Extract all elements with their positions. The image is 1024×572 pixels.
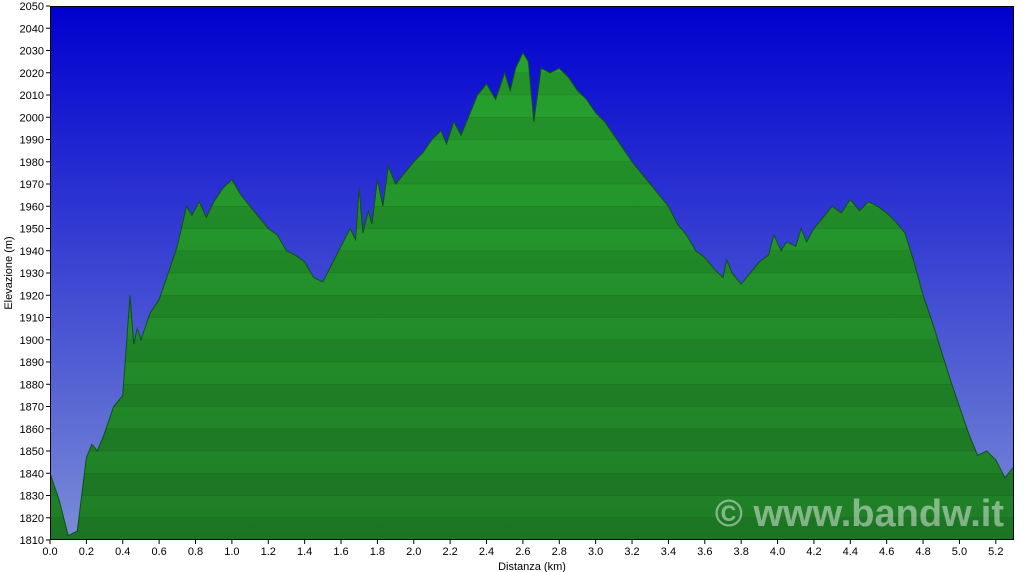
y-tick-label: 1990 (20, 135, 44, 147)
x-tick-label: 3.6 (697, 546, 712, 558)
x-tick-label: 4.0 (770, 546, 785, 558)
y-tick-label: 1870 (20, 402, 44, 414)
x-tick-label: 3.4 (661, 546, 676, 558)
y-tick-label: 1810 (20, 535, 44, 547)
y-tick-label: 1820 (20, 513, 44, 525)
x-tick-label: 2.4 (479, 546, 494, 558)
y-tick-label: 1960 (20, 201, 44, 213)
x-tick-label: 0.8 (188, 546, 203, 558)
x-tick-label: 0.4 (115, 546, 130, 558)
y-tick-label: 1880 (20, 379, 44, 391)
y-tick-label: 2050 (20, 1, 44, 13)
y-tick-label: 1850 (20, 446, 44, 458)
x-tick-label: 3.2 (624, 546, 639, 558)
y-tick-label: 1980 (20, 157, 44, 169)
y-tick-label: 2000 (20, 112, 44, 124)
y-tick-label: 1890 (20, 357, 44, 369)
x-tick-label: 2.8 (552, 546, 567, 558)
y-tick-label: 2040 (20, 23, 44, 35)
y-tick-label: 2030 (20, 46, 44, 58)
x-tick-label: 5.2 (988, 546, 1003, 558)
x-tick-label: 4.4 (843, 546, 858, 558)
x-axis-label: Distanza (km) (498, 561, 566, 572)
x-tick-label: 4.2 (806, 546, 821, 558)
y-tick-label: 2020 (20, 68, 44, 80)
y-tick-label: 1830 (20, 491, 44, 503)
y-tick-label: 1940 (20, 246, 44, 258)
x-tick-label: 3.0 (588, 546, 603, 558)
y-tick-label: 1970 (20, 179, 44, 191)
elevation-chart: 1810 1820 1830 1840 1850 1860 1870 1880 1890 1900… (0, 0, 1024, 572)
x-tick-label: 0.0 (42, 546, 57, 558)
x-tick-label: 2.6 (515, 546, 530, 558)
y-tick-label: 1910 (20, 313, 44, 325)
x-tick-label: 4.6 (879, 546, 894, 558)
x-tick-label: 1.6 (333, 546, 348, 558)
y-tick-label: 2010 (20, 90, 44, 102)
y-tick-label: 1920 (20, 290, 44, 302)
x-tick-label: 2.0 (406, 546, 421, 558)
x-tick-label: 0.2 (79, 546, 94, 558)
watermark: © www.bandw.it (715, 493, 1004, 535)
y-tick-label: 1860 (20, 424, 44, 436)
x-tick-label: 1.8 (370, 546, 385, 558)
y-axis-label: Elevazione (m) (3, 236, 15, 309)
x-tick-label: 0.6 (151, 546, 166, 558)
x-tick-label: 1.4 (297, 546, 312, 558)
y-tick-label: 1950 (20, 224, 44, 236)
y-tick-label: 1930 (20, 268, 44, 280)
x-tick-label: 2.2 (443, 546, 458, 558)
x-tick-label: 3.8 (734, 546, 749, 558)
y-tick-label: 1840 (20, 468, 44, 480)
x-tick-label: 1.0 (224, 546, 239, 558)
x-tick-label: 1.2 (261, 546, 276, 558)
y-tick-label: 1900 (20, 335, 44, 347)
x-tick-label: 5.0 (952, 546, 967, 558)
x-tick-label: 4.8 (915, 546, 930, 558)
